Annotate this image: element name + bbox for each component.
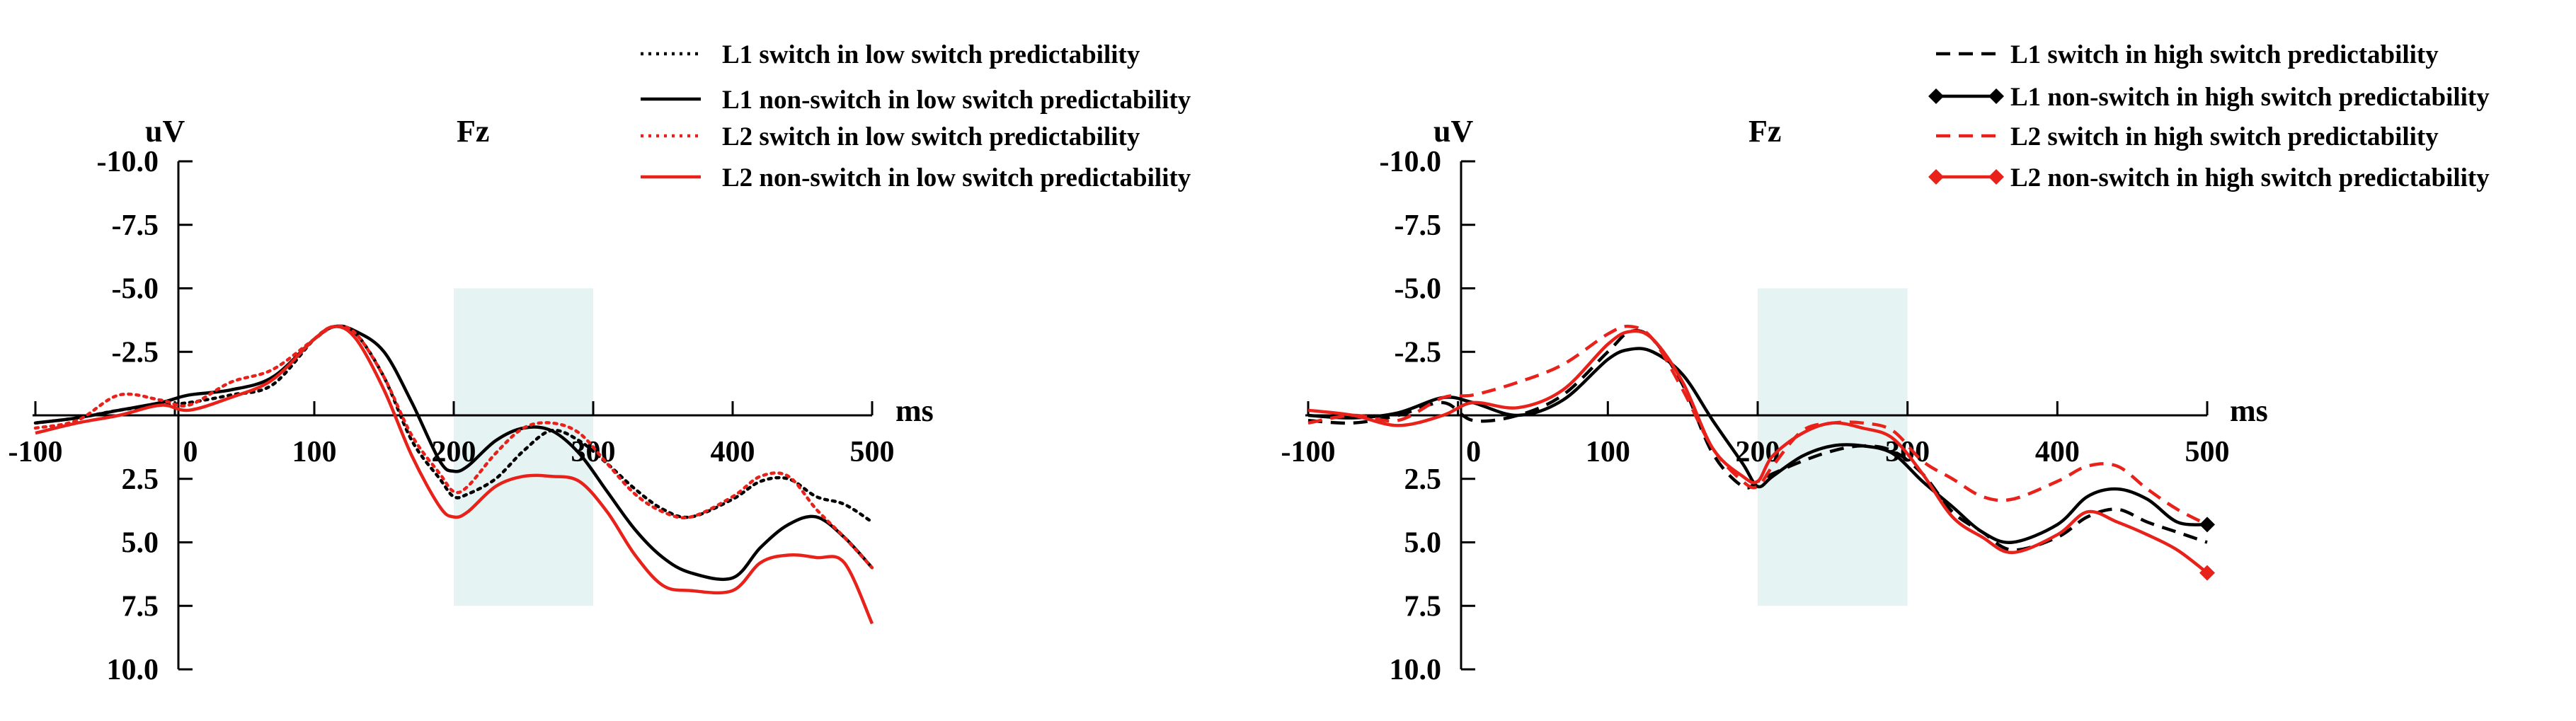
y-tick-label: 2.5 [122, 463, 159, 496]
legend-label: L2 non-switch in low switch predictabili… [722, 163, 1191, 192]
y-tick-label: -2.5 [112, 336, 159, 369]
y-tick-label: 10.0 [1390, 654, 1442, 686]
series-line-4 [1307, 329, 2209, 575]
y-tick-label: -7.5 [1395, 209, 1442, 242]
series-end-marker [2199, 517, 2215, 533]
legend-label: L1 non-switch in high switch predictabil… [2010, 83, 2490, 112]
chart-title: Fz [1748, 114, 1781, 149]
y-tick-label: 5.0 [122, 527, 159, 560]
legend-marker [1988, 88, 2004, 104]
series-end-marker [2199, 565, 2215, 581]
series-line-1 [33, 324, 874, 524]
legend-label: L2 switch in high switch predictability [2010, 122, 2439, 151]
chart-panel-high-predictability: -10.0-7.5-5.0-2.52.55.07.510.0-100 0 100 20… [1281, 40, 2490, 686]
y-tick-label: -10.0 [97, 146, 159, 178]
y-axis-unit-label: uV [145, 114, 185, 149]
series-line-3 [33, 324, 874, 570]
chart-title: Fz [457, 114, 489, 149]
legend-marker [1928, 169, 1944, 185]
y-tick-label: 7.5 [1404, 590, 1442, 623]
y-tick-label: 2.5 [1404, 463, 1442, 496]
series-line-2 [1307, 347, 2208, 544]
legend-label: L2 non-switch in high switch predictabil… [2010, 163, 2490, 192]
x-tick-label: 500 [2185, 436, 2230, 468]
x-axis-unit-label: ms [2230, 393, 2268, 428]
x-axis-unit-label: ms [895, 393, 934, 428]
x-tick-label: 0 [1466, 436, 1481, 468]
series-line-4 [35, 325, 874, 625]
y-tick-label: -2.5 [1395, 336, 1442, 369]
x-tick-label: 200 [432, 436, 476, 468]
x-tick-label: 100 [1586, 436, 1630, 468]
legend-marker [1928, 88, 1944, 104]
legend-label: L1 non-switch in low switch predictabili… [722, 86, 1191, 115]
y-tick-label: -5.0 [1395, 273, 1442, 306]
x-tick-label: 500 [850, 436, 895, 468]
x-tick-label: 100 [292, 436, 337, 468]
y-tick-label: 7.5 [122, 590, 159, 623]
x-tick-label: 400 [711, 436, 755, 468]
chart-panel-low-predictability: -10.0 -7.5 -5.0 -2.5 2.5 5.0 7.5 10.0 -100 0 100 20… [8, 40, 1191, 686]
legend-marker [1988, 169, 2004, 185]
series-line-3 [1307, 324, 2209, 526]
analysis-window-highlight [454, 288, 593, 606]
x-tick-label: 400 [2035, 436, 2080, 468]
x-tick-label: -100 [1281, 436, 1336, 468]
x-tick-label: -100 [8, 436, 63, 468]
y-tick-label: -5.0 [112, 273, 159, 306]
legend-label: L2 switch in low switch predictability [722, 122, 1140, 151]
legend-label: L1 switch in low switch predictability [722, 40, 1140, 69]
legend-label: L1 switch in high switch predictability [2010, 40, 2439, 69]
y-tick-label: 10.0 [107, 654, 159, 686]
y-tick-label: -7.5 [112, 209, 159, 242]
y-tick-label: -10.0 [1380, 146, 1442, 178]
y-axis-unit-label: uV [1433, 114, 1473, 149]
series-line-2 [35, 324, 874, 582]
y-tick-label: 5.0 [1404, 527, 1442, 560]
x-tick-label: 0 [183, 436, 198, 468]
